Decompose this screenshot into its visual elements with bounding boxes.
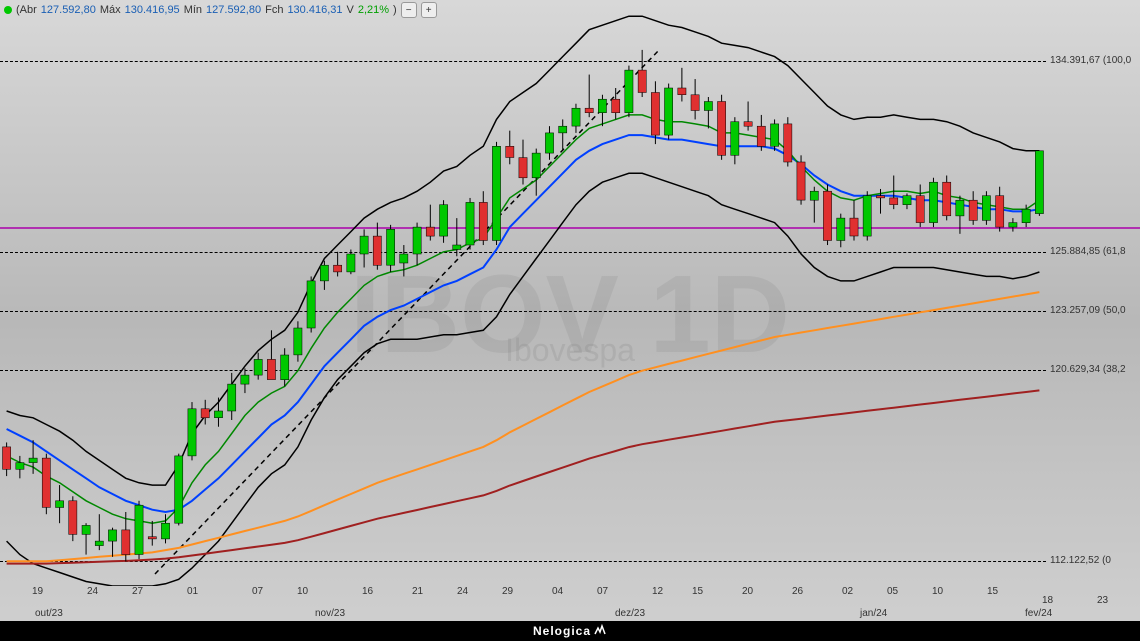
x-axis-tick: 02: [842, 586, 853, 597]
paren-close: ): [393, 4, 397, 16]
fib-level-label: 123.257,09 (50,0: [1050, 305, 1126, 316]
x-axis-tick: 24: [457, 586, 468, 597]
high-value: 130.416,95: [125, 4, 180, 16]
status-dot-icon: [4, 6, 12, 14]
y-axis: 134.391,67 (100,0 125.884,85 (61,8 123.257…: [1046, 14, 1140, 586]
x-axis-tick: 26: [792, 586, 803, 597]
expand-button[interactable]: +: [421, 2, 437, 18]
low-label: Mín: [184, 4, 202, 16]
fib-level-label: 112.122,52 (0: [1050, 555, 1111, 566]
x-axis-tick: 10: [932, 586, 943, 597]
open-label: (Abr: [16, 4, 37, 16]
x-axis-tick: 16: [362, 586, 373, 597]
x-axis: 19 24 27 01 07 10 16 21 24 29 04 07 12 15 20 26 02 05 10 15: [0, 586, 1046, 606]
chart-container: (Abr 127.592,80 Máx 130.416,95 Mín 127.5…: [0, 0, 1140, 641]
x-axis-month: dez/23: [615, 608, 645, 619]
x-axis-tick: 18: [1042, 595, 1053, 606]
collapse-button[interactable]: −: [401, 2, 417, 18]
fib-level-label: 120.629,34 (38,2: [1050, 364, 1126, 375]
x-axis-tick: 07: [252, 586, 263, 597]
x-axis-tick: 01: [187, 586, 198, 597]
x-axis-tick: 10: [297, 586, 308, 597]
x-axis-month: fev/24: [1025, 608, 1052, 619]
brand-text: Nelogica: [533, 624, 591, 638]
chart-header: (Abr 127.592,80 Máx 130.416,95 Mín 127.5…: [4, 2, 437, 18]
x-axis-month: out/23: [35, 608, 63, 619]
close-label: Fch: [265, 4, 283, 16]
x-axis-tick: 20: [742, 586, 753, 597]
x-axis-tick: 15: [692, 586, 703, 597]
footer-brand: Nelogica: [0, 621, 1140, 641]
fib-level-label: 125.884,85 (61,8: [1050, 246, 1126, 257]
var-value: 2,21%: [358, 4, 389, 16]
high-label: Máx: [100, 4, 121, 16]
open-value: 127.592,80: [41, 4, 96, 16]
x-axis-month: jan/24: [860, 608, 887, 619]
low-value: 127.592,80: [206, 4, 261, 16]
x-axis-tick: 29: [502, 586, 513, 597]
x-axis-tick: 05: [887, 586, 898, 597]
x-axis-tick: 07: [597, 586, 608, 597]
x-axis-tick: 27: [132, 586, 143, 597]
x-axis-tick: 04: [552, 586, 563, 597]
fib-level-label: 134.391,67 (100,0: [1050, 55, 1131, 66]
x-axis-month: nov/23: [315, 608, 345, 619]
x-axis-tick: 24: [87, 586, 98, 597]
x-axis-tick: 15: [987, 586, 998, 597]
x-axis-tick: 21: [412, 586, 423, 597]
var-label: V: [347, 4, 354, 16]
brand-icon: [593, 624, 607, 638]
x-axis-tick: 19: [32, 586, 43, 597]
x-axis-tick: 12: [652, 586, 663, 597]
x-axis-tick: 23: [1097, 595, 1108, 606]
close-value: 130.416,31: [287, 4, 342, 16]
chart-plot-area[interactable]: [0, 14, 1046, 586]
